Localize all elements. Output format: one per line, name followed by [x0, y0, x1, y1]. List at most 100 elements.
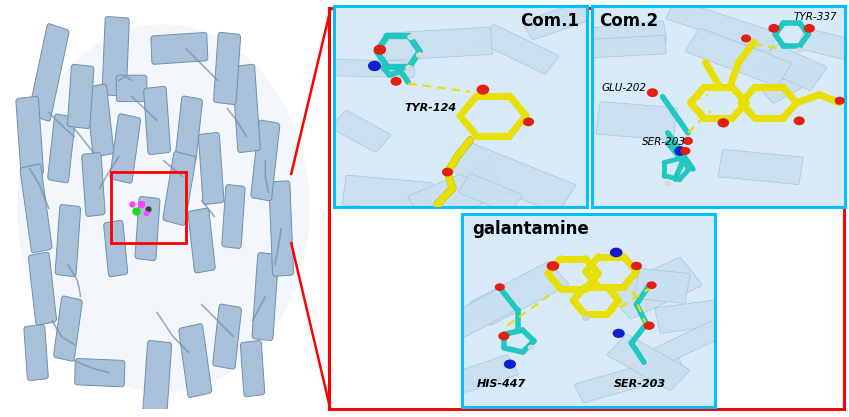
FancyBboxPatch shape — [480, 25, 559, 74]
FancyBboxPatch shape — [763, 65, 820, 103]
FancyBboxPatch shape — [16, 96, 43, 176]
FancyBboxPatch shape — [67, 64, 94, 128]
FancyBboxPatch shape — [458, 173, 522, 214]
FancyBboxPatch shape — [655, 300, 724, 333]
FancyBboxPatch shape — [250, 120, 280, 201]
FancyBboxPatch shape — [760, 44, 827, 90]
FancyBboxPatch shape — [24, 324, 48, 381]
Circle shape — [835, 97, 845, 105]
Circle shape — [717, 118, 729, 128]
Circle shape — [610, 248, 622, 257]
Circle shape — [405, 65, 413, 71]
FancyBboxPatch shape — [188, 208, 215, 273]
FancyBboxPatch shape — [342, 175, 432, 212]
FancyBboxPatch shape — [222, 185, 245, 249]
Text: TYR-337: TYR-337 — [794, 12, 837, 22]
FancyBboxPatch shape — [578, 35, 666, 58]
Circle shape — [631, 262, 642, 270]
Circle shape — [630, 364, 638, 369]
Circle shape — [647, 281, 656, 289]
FancyBboxPatch shape — [331, 111, 391, 152]
FancyBboxPatch shape — [199, 133, 224, 204]
Text: GLU-202: GLU-202 — [602, 83, 647, 93]
FancyBboxPatch shape — [110, 114, 141, 183]
Circle shape — [527, 344, 535, 350]
Text: HIS-447: HIS-447 — [477, 379, 526, 389]
FancyBboxPatch shape — [102, 17, 129, 96]
FancyBboxPatch shape — [240, 341, 265, 397]
Circle shape — [408, 34, 415, 40]
FancyBboxPatch shape — [718, 149, 803, 184]
FancyBboxPatch shape — [143, 86, 171, 155]
FancyBboxPatch shape — [449, 142, 576, 214]
Text: Com.1: Com.1 — [520, 12, 579, 30]
FancyBboxPatch shape — [543, 21, 666, 54]
Circle shape — [582, 315, 590, 321]
FancyBboxPatch shape — [607, 334, 689, 390]
Circle shape — [680, 147, 690, 155]
Circle shape — [476, 85, 489, 95]
Circle shape — [683, 137, 693, 145]
FancyBboxPatch shape — [53, 296, 82, 361]
FancyBboxPatch shape — [116, 75, 147, 102]
Circle shape — [804, 24, 815, 33]
Bar — [111, 173, 186, 243]
Circle shape — [416, 52, 424, 58]
Circle shape — [368, 61, 381, 71]
Circle shape — [523, 118, 534, 126]
FancyBboxPatch shape — [454, 355, 519, 392]
FancyBboxPatch shape — [436, 290, 515, 343]
FancyBboxPatch shape — [86, 84, 114, 157]
Circle shape — [495, 283, 505, 291]
Circle shape — [547, 261, 559, 271]
FancyBboxPatch shape — [469, 262, 569, 325]
Circle shape — [647, 88, 658, 97]
FancyBboxPatch shape — [523, 0, 602, 40]
Circle shape — [503, 359, 516, 369]
Circle shape — [741, 34, 751, 43]
FancyBboxPatch shape — [269, 181, 294, 276]
Text: TYR-124: TYR-124 — [404, 103, 457, 113]
Circle shape — [796, 48, 803, 53]
Circle shape — [664, 180, 672, 186]
FancyBboxPatch shape — [634, 269, 690, 303]
FancyBboxPatch shape — [797, 28, 849, 60]
FancyBboxPatch shape — [29, 252, 56, 325]
Circle shape — [498, 332, 509, 340]
FancyBboxPatch shape — [163, 152, 196, 225]
Circle shape — [674, 146, 686, 156]
Circle shape — [374, 45, 386, 55]
FancyBboxPatch shape — [316, 59, 414, 78]
FancyBboxPatch shape — [596, 102, 678, 140]
FancyBboxPatch shape — [232, 64, 261, 153]
FancyBboxPatch shape — [575, 355, 686, 402]
Circle shape — [613, 329, 625, 338]
FancyBboxPatch shape — [252, 253, 278, 341]
FancyBboxPatch shape — [143, 341, 171, 417]
Text: galantamine: galantamine — [472, 220, 588, 238]
FancyBboxPatch shape — [135, 196, 160, 261]
FancyBboxPatch shape — [685, 28, 791, 86]
FancyBboxPatch shape — [608, 257, 702, 319]
Circle shape — [442, 168, 453, 176]
FancyBboxPatch shape — [408, 163, 506, 226]
FancyBboxPatch shape — [151, 33, 208, 64]
FancyBboxPatch shape — [20, 164, 52, 253]
Text: Com.2: Com.2 — [599, 12, 659, 30]
FancyBboxPatch shape — [176, 96, 202, 161]
Circle shape — [391, 77, 402, 86]
Ellipse shape — [17, 24, 310, 393]
FancyBboxPatch shape — [652, 314, 739, 364]
Circle shape — [768, 24, 779, 33]
Circle shape — [644, 322, 655, 330]
FancyBboxPatch shape — [666, 0, 779, 52]
FancyBboxPatch shape — [55, 204, 81, 276]
FancyBboxPatch shape — [29, 24, 69, 121]
Text: SER-203: SER-203 — [614, 379, 666, 389]
FancyBboxPatch shape — [82, 153, 105, 216]
FancyBboxPatch shape — [48, 114, 76, 183]
FancyBboxPatch shape — [75, 359, 125, 387]
Circle shape — [794, 116, 805, 125]
FancyBboxPatch shape — [213, 304, 241, 369]
FancyBboxPatch shape — [104, 220, 127, 277]
